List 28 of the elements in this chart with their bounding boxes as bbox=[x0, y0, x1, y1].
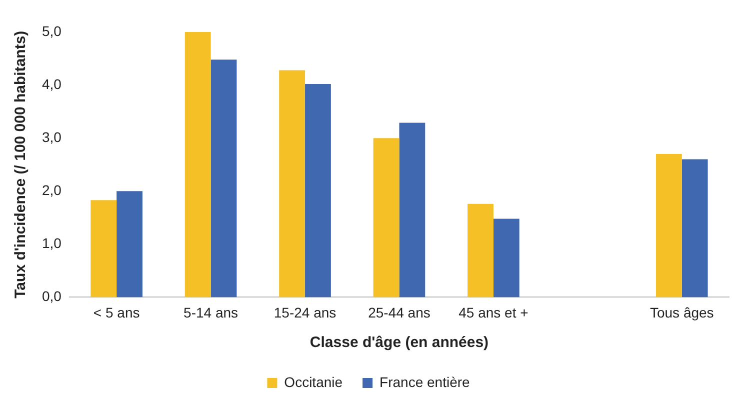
bar bbox=[493, 218, 520, 298]
bar bbox=[279, 70, 306, 298]
bar bbox=[373, 138, 400, 298]
bar bbox=[116, 191, 142, 298]
x-tick-label: 15-24 ans bbox=[274, 304, 336, 320]
y-tick-label: 3,0 bbox=[42, 128, 62, 145]
y-tick-label: 5,0 bbox=[42, 22, 62, 39]
x-tick-label: 5-14 ans bbox=[184, 304, 238, 320]
bar bbox=[305, 84, 331, 298]
x-tick-label: 25-44 ans bbox=[368, 304, 430, 320]
bar bbox=[184, 32, 211, 298]
x-tick-label: 45 ans et + bbox=[458, 304, 528, 320]
y-tick-label: 4,0 bbox=[42, 76, 62, 92]
legend-label: Occitanie bbox=[284, 374, 343, 390]
x-tick-label: Tous âges bbox=[650, 304, 714, 320]
bar bbox=[468, 204, 494, 298]
y-tick-label: 2,0 bbox=[42, 182, 62, 198]
bar bbox=[399, 122, 426, 298]
bar bbox=[682, 159, 708, 298]
bar bbox=[90, 200, 117, 298]
y-tick-label: 1,0 bbox=[42, 235, 62, 252]
y-tick-label: 0,0 bbox=[42, 288, 62, 304]
y-axis-title: Taux d'incidence (/ 100 000 habitants) bbox=[12, 30, 30, 298]
legend-label: France entière bbox=[380, 374, 470, 390]
bar bbox=[656, 154, 682, 298]
x-axis-title: Classe d'âge (en années) bbox=[310, 334, 489, 352]
x-tick-label: < 5 ans bbox=[93, 304, 140, 320]
bar bbox=[210, 60, 237, 298]
